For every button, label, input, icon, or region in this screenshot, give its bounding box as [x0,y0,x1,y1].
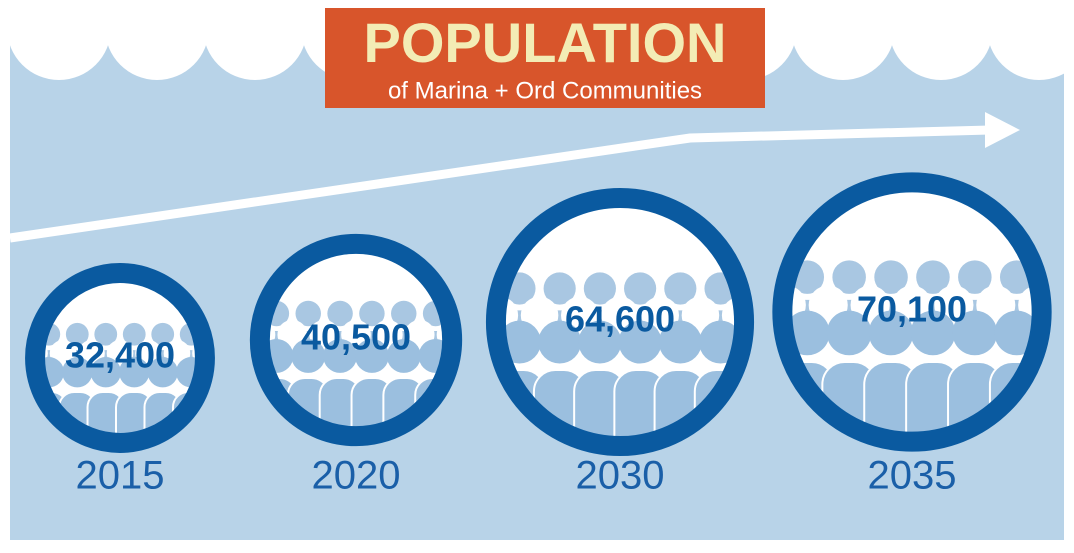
person-head [940,235,968,263]
person-head [345,282,366,303]
person-head [982,235,1010,263]
chart-title: POPULATION [364,11,727,74]
person-head [856,235,884,263]
person-head [814,235,842,263]
person-head [111,306,130,325]
person-head [566,248,593,275]
value-label: 64,600 [565,299,675,340]
person-head [139,306,158,325]
year-label: 2035 [868,454,957,498]
infographic: POPULATION of Marina + Ord Communities 3… [0,0,1074,553]
value-label: 40,500 [301,317,411,358]
value-label: 32,400 [65,335,175,376]
year-label: 2030 [576,454,665,498]
page: {"chart_data": {"type": "bubble", "title… [0,0,1074,553]
value-label: 70,100 [857,289,967,330]
year-label: 2020 [312,454,401,498]
person-head [314,282,335,303]
person-head [377,282,398,303]
person-head [687,248,714,275]
person-head [82,306,101,325]
year-label: 2015 [76,454,165,498]
chart-subtitle: of Marina + Ord Communities [388,77,702,104]
person-head [898,235,926,263]
person-head [647,248,674,275]
person-head [526,248,553,275]
person-head [607,248,634,275]
